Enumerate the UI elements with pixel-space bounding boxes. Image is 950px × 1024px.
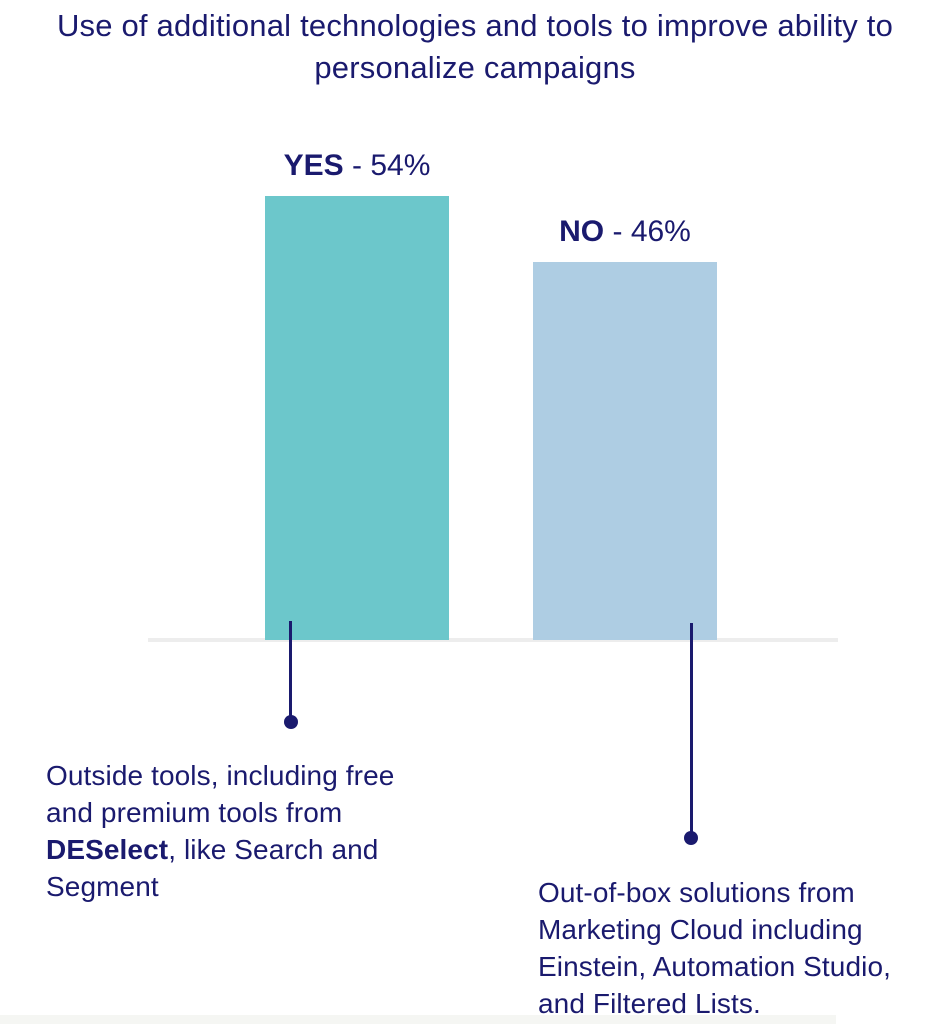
bar-group-yes: YES - 54% <box>265 149 449 640</box>
bar-no <box>533 262 717 640</box>
bar-group-no: NO - 46% <box>533 215 717 640</box>
bottom-edge-strip <box>0 1015 836 1024</box>
chart-baseline <box>148 638 838 642</box>
annotation-yes: Outside tools, including free and premiu… <box>46 757 434 905</box>
annotation-no-text: Out-of-box solutions from Marketing Clou… <box>538 877 892 1019</box>
callout-dot-yes <box>284 715 298 729</box>
bar-yes <box>265 196 449 640</box>
annotation-yes-brand: DESelect <box>46 834 169 865</box>
bar-value-no: 46% <box>630 215 691 248</box>
callout-line-no <box>690 623 693 832</box>
bar-label-yes: YES - 54% <box>284 149 431 183</box>
chart-title: Use of additional technologies and tools… <box>56 8 894 85</box>
bar-label-no: NO - 46% <box>559 215 691 249</box>
annotation-yes-text-prefix: Outside tools, including free and premiu… <box>46 760 395 828</box>
callout-line-yes <box>289 621 292 718</box>
annotation-yes-text-suffix: , like Search and Segment <box>46 834 379 902</box>
bar-category-yes: YES <box>283 149 344 182</box>
label-separator: - <box>343 149 371 182</box>
bar-category-no: NO <box>559 215 605 248</box>
callout-dot-no <box>684 831 698 845</box>
label-separator: - <box>604 215 631 248</box>
bar-value-yes: 54% <box>370 149 431 182</box>
annotation-no: Out-of-box solutions from Marketing Clou… <box>538 874 936 1022</box>
